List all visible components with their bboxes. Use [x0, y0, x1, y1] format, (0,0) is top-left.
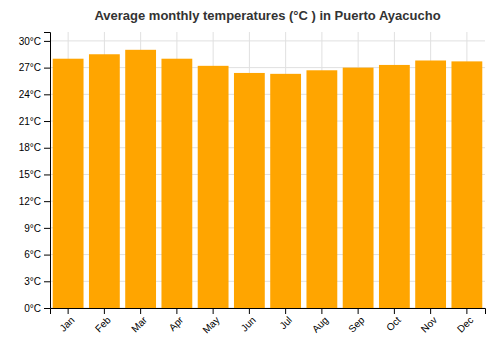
tick-mark — [430, 308, 431, 314]
tick: Jan — [57, 308, 76, 334]
chart: 0°C 3°C 6°C 9°C 12°C 15°C 18°C 21°C 24°C 27°C 30°C… — [0, 0, 500, 350]
tick-label: Jan — [57, 314, 76, 333]
tick-mark — [466, 308, 467, 314]
bars — [53, 50, 483, 308]
tick-mark — [285, 308, 286, 314]
tick: 12°C — [19, 196, 50, 207]
bar — [379, 65, 410, 308]
tick-mark — [68, 308, 69, 314]
tick-mark — [104, 308, 105, 314]
tick-label: 9°C — [24, 223, 41, 234]
y-axis: 0°C 3°C 6°C 9°C 12°C 15°C 18°C 21°C 24°C 27°C 30°C — [19, 33, 51, 314]
tick-mark — [44, 308, 50, 309]
tick: 24°C — [19, 89, 50, 100]
tick: Oct — [384, 308, 403, 333]
tick: 9°C — [24, 223, 50, 234]
bar — [415, 60, 446, 308]
tick-label: Sep — [346, 314, 367, 335]
bar — [306, 70, 337, 308]
bar — [270, 74, 301, 308]
tick-label: 27°C — [19, 62, 41, 73]
tick: May — [200, 308, 221, 336]
x-axis: Jan Feb Mar Apr May Jun Jul Aug Sep Oct Nov Dec — [51, 308, 486, 336]
tick-label: Apr — [167, 314, 186, 333]
tick-mark — [44, 228, 50, 229]
tick: 0°C — [24, 303, 50, 314]
tick-mark — [321, 308, 322, 314]
tick-label: 21°C — [19, 116, 41, 127]
tick-mark — [44, 68, 50, 69]
bar — [343, 68, 374, 308]
bar — [451, 61, 482, 308]
tick-mark — [44, 201, 50, 202]
plot: 0°C 3°C 6°C 9°C 12°C 15°C 18°C 21°C 24°C 27°C 30°C… — [19, 32, 486, 336]
tick: Jun — [239, 308, 258, 334]
tick: 3°C — [24, 276, 50, 287]
tick-label: 12°C — [19, 196, 41, 207]
tick-label: 6°C — [24, 249, 41, 260]
tick-mark — [44, 148, 50, 149]
tick: Aug — [310, 308, 330, 335]
tick-label: 15°C — [19, 169, 41, 180]
tick: 21°C — [19, 116, 50, 127]
grid-line — [50, 40, 485, 41]
tick: 15°C — [19, 169, 50, 180]
tick-mark — [44, 121, 50, 122]
tick-label: 3°C — [24, 276, 41, 287]
tick: Nov — [419, 308, 439, 335]
axis-line — [51, 309, 486, 315]
tick-mark — [213, 308, 214, 314]
tick: 27°C — [19, 62, 50, 73]
tick-label: May — [200, 314, 221, 335]
tick-label: Dec — [455, 314, 475, 334]
tick-label: Jun — [239, 314, 258, 333]
bar — [125, 50, 156, 308]
tick-mark — [249, 308, 250, 314]
tick-label: Aug — [310, 314, 330, 334]
tick: Jul — [277, 308, 294, 331]
tick: Sep — [346, 308, 367, 335]
tick-mark — [44, 41, 50, 42]
tick-mark — [394, 308, 395, 314]
tick-mark — [44, 94, 50, 95]
tick-mark — [44, 174, 50, 175]
bar — [89, 54, 120, 308]
tick-label: 30°C — [19, 36, 41, 47]
tick-label: Jul — [277, 314, 294, 331]
tick-label: 0°C — [24, 303, 41, 314]
axis-line — [44, 33, 51, 309]
tick: Apr — [167, 308, 186, 333]
tick-label: Feb — [93, 314, 113, 334]
tick-label: Oct — [384, 314, 403, 333]
grid — [50, 32, 485, 308]
bar — [234, 73, 265, 308]
tick-label: 18°C — [19, 142, 41, 153]
tick: Feb — [93, 308, 113, 334]
title: Average monthly temperatures (°C ) in Pu… — [94, 8, 440, 23]
tick: Mar — [129, 308, 149, 334]
tick-mark — [44, 255, 50, 256]
bar — [161, 59, 192, 308]
tick: 30°C — [19, 36, 50, 47]
bar — [53, 59, 84, 308]
tick-mark — [140, 308, 141, 314]
tick: Dec — [455, 308, 475, 335]
tick: 18°C — [19, 142, 50, 153]
tick: 6°C — [24, 249, 50, 260]
tick-label: 24°C — [19, 89, 41, 100]
bar — [198, 66, 229, 308]
tick-label: Mar — [129, 314, 149, 334]
tick-mark — [44, 281, 50, 282]
tick-mark — [358, 308, 359, 314]
tick-label: Nov — [419, 314, 439, 334]
tick-mark — [176, 308, 177, 314]
